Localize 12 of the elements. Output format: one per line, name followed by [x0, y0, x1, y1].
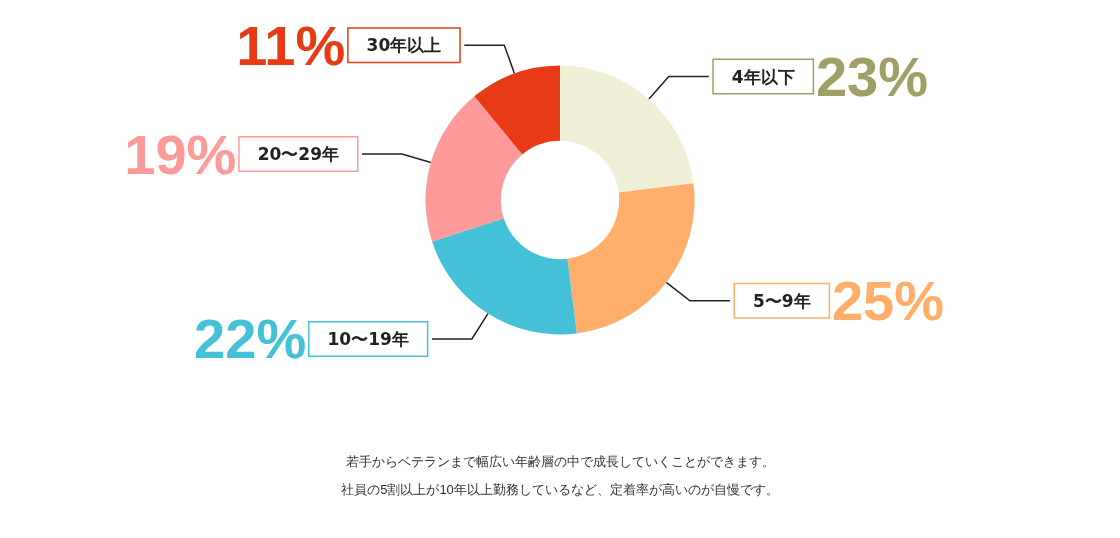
slice-label: 5〜9年 [752, 290, 811, 311]
data-label: 19% [124, 122, 237, 186]
slice-label: 30年以上 [366, 35, 442, 56]
text: 若手からベテランまで幅広い年齢層の中で成長していくことができます。 [345, 454, 775, 469]
slice-label: 10〜19年 [327, 328, 409, 349]
text: 社員の5割以上が10年以上勤務しているなど、定着率が高いのが自慢です。 [341, 482, 779, 497]
slice-label: 20〜29年 [257, 144, 340, 165]
data-label: 22% [194, 307, 307, 371]
data-label: 11% [236, 13, 346, 77]
data-label: 23% [815, 45, 929, 109]
data-label: 25% [831, 269, 945, 333]
slice-label: 4年以下 [731, 66, 795, 87]
